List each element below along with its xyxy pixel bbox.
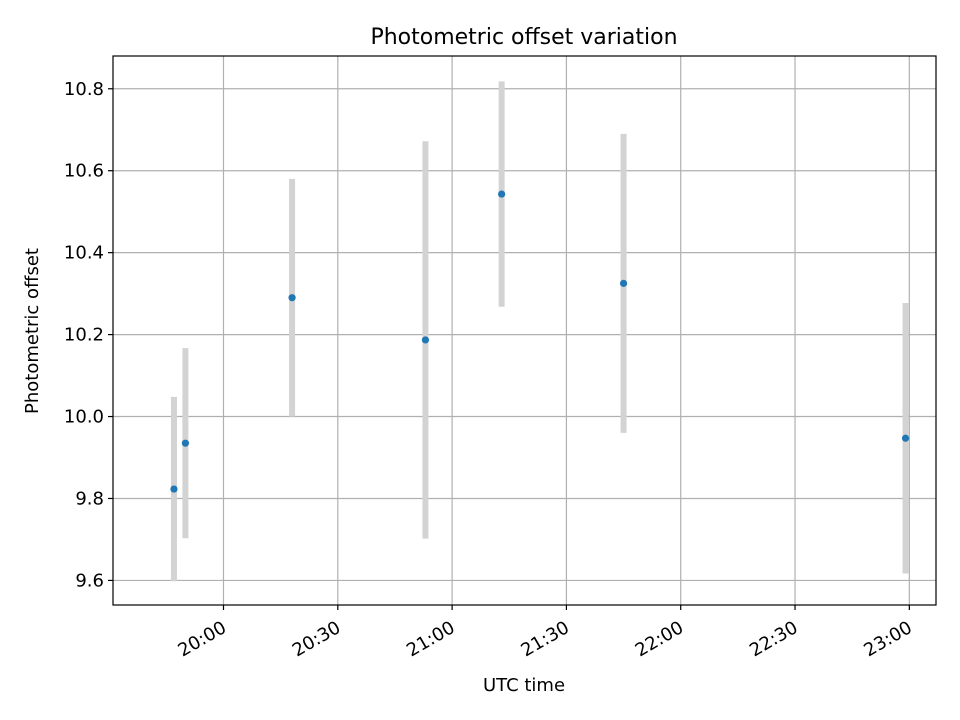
- data-point: [181, 439, 189, 447]
- x-axis-label: UTC time: [483, 675, 565, 696]
- y-tick-label: 10.6: [64, 161, 104, 182]
- data-point: [619, 279, 628, 287]
- data-point: [170, 485, 178, 493]
- data-point: [498, 190, 506, 198]
- y-axis-label: Photometric offset: [22, 248, 43, 414]
- y-tick-label: 10.2: [64, 325, 104, 346]
- data-point: [901, 434, 910, 442]
- plot-area-frame: [112, 55, 937, 606]
- y-tick-label: 9.6: [75, 570, 104, 591]
- y-axis-ticks: 9.6 9.8 10.0 10.2 10.4 10.6 10.8: [64, 79, 113, 591]
- y-tick-label: 10.4: [64, 243, 104, 264]
- data-points: [170, 190, 910, 493]
- data-point: [288, 294, 296, 302]
- chart-title: Photometric offset variation: [370, 25, 677, 50]
- data-point: [421, 336, 430, 344]
- grid: [113, 56, 936, 605]
- y-tick-label: 9.8: [75, 488, 104, 509]
- y-tick-label: 10.0: [64, 407, 104, 428]
- y-tick-label: 10.8: [64, 79, 104, 100]
